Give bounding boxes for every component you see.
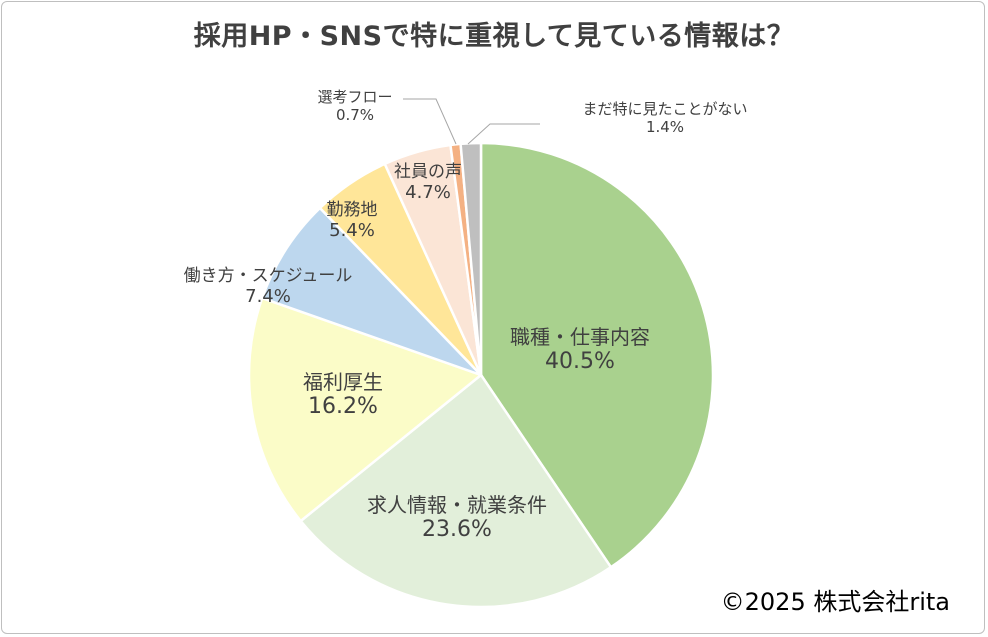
- slice-label-5-value: 4.7%: [405, 182, 451, 204]
- slice-label-0: 職種・仕事内容 40.5%: [500, 325, 660, 375]
- slice-label-2: 福利厚生 16.2%: [278, 370, 408, 420]
- slice-label-0-value: 40.5%: [545, 349, 615, 374]
- pie-slice-7: [459, 141, 483, 377]
- pie-slice-3: [260, 206, 483, 377]
- slice-label-6: 選考フロー 0.7%: [300, 88, 410, 124]
- slice-label-1-name: 求人情報・就業条件: [367, 493, 547, 517]
- slice-label-5-name: 社員の声: [394, 162, 462, 182]
- slice-label-4: 勤務地 5.4%: [312, 200, 392, 242]
- leader-line-6: [403, 98, 457, 145]
- slice-label-3-name: 働き方・スケジュール: [183, 266, 353, 286]
- slice-label-6-value: 0.7%: [335, 106, 375, 124]
- slice-label-3: 働き方・スケジュール 7.4%: [168, 266, 368, 308]
- slice-label-4-value: 5.4%: [329, 220, 375, 242]
- pie-slice-0: [479, 141, 715, 569]
- slice-label-7: まだ特に見たことがない 1.4%: [545, 100, 785, 136]
- pie-slice-2: [247, 296, 483, 523]
- slice-label-7-name: まだ特に見たことがない: [582, 100, 748, 118]
- slice-label-3-value: 7.4%: [245, 286, 291, 308]
- slice-label-6-name: 選考フロー: [317, 88, 393, 106]
- copyright-text: ©2025 株式会社rita: [720, 588, 950, 616]
- leader-line-7: [467, 123, 540, 145]
- slice-label-7-value: 1.4%: [645, 118, 685, 136]
- pie-slice-1: [299, 373, 613, 609]
- slice-label-5: 社員の声 4.7%: [383, 162, 473, 204]
- slice-label-2-name: 福利厚生: [303, 370, 383, 394]
- slice-label-1-value: 23.6%: [422, 517, 492, 542]
- slice-label-2-value: 16.2%: [308, 394, 378, 419]
- chart-title: 採用HP・SNSで特に重視して見ている情報は？: [193, 21, 795, 52]
- slice-label-0-name: 職種・仕事内容: [510, 325, 650, 349]
- slice-label-4-name: 勤務地: [326, 200, 378, 220]
- slice-label-1: 求人情報・就業条件 23.6%: [342, 493, 572, 543]
